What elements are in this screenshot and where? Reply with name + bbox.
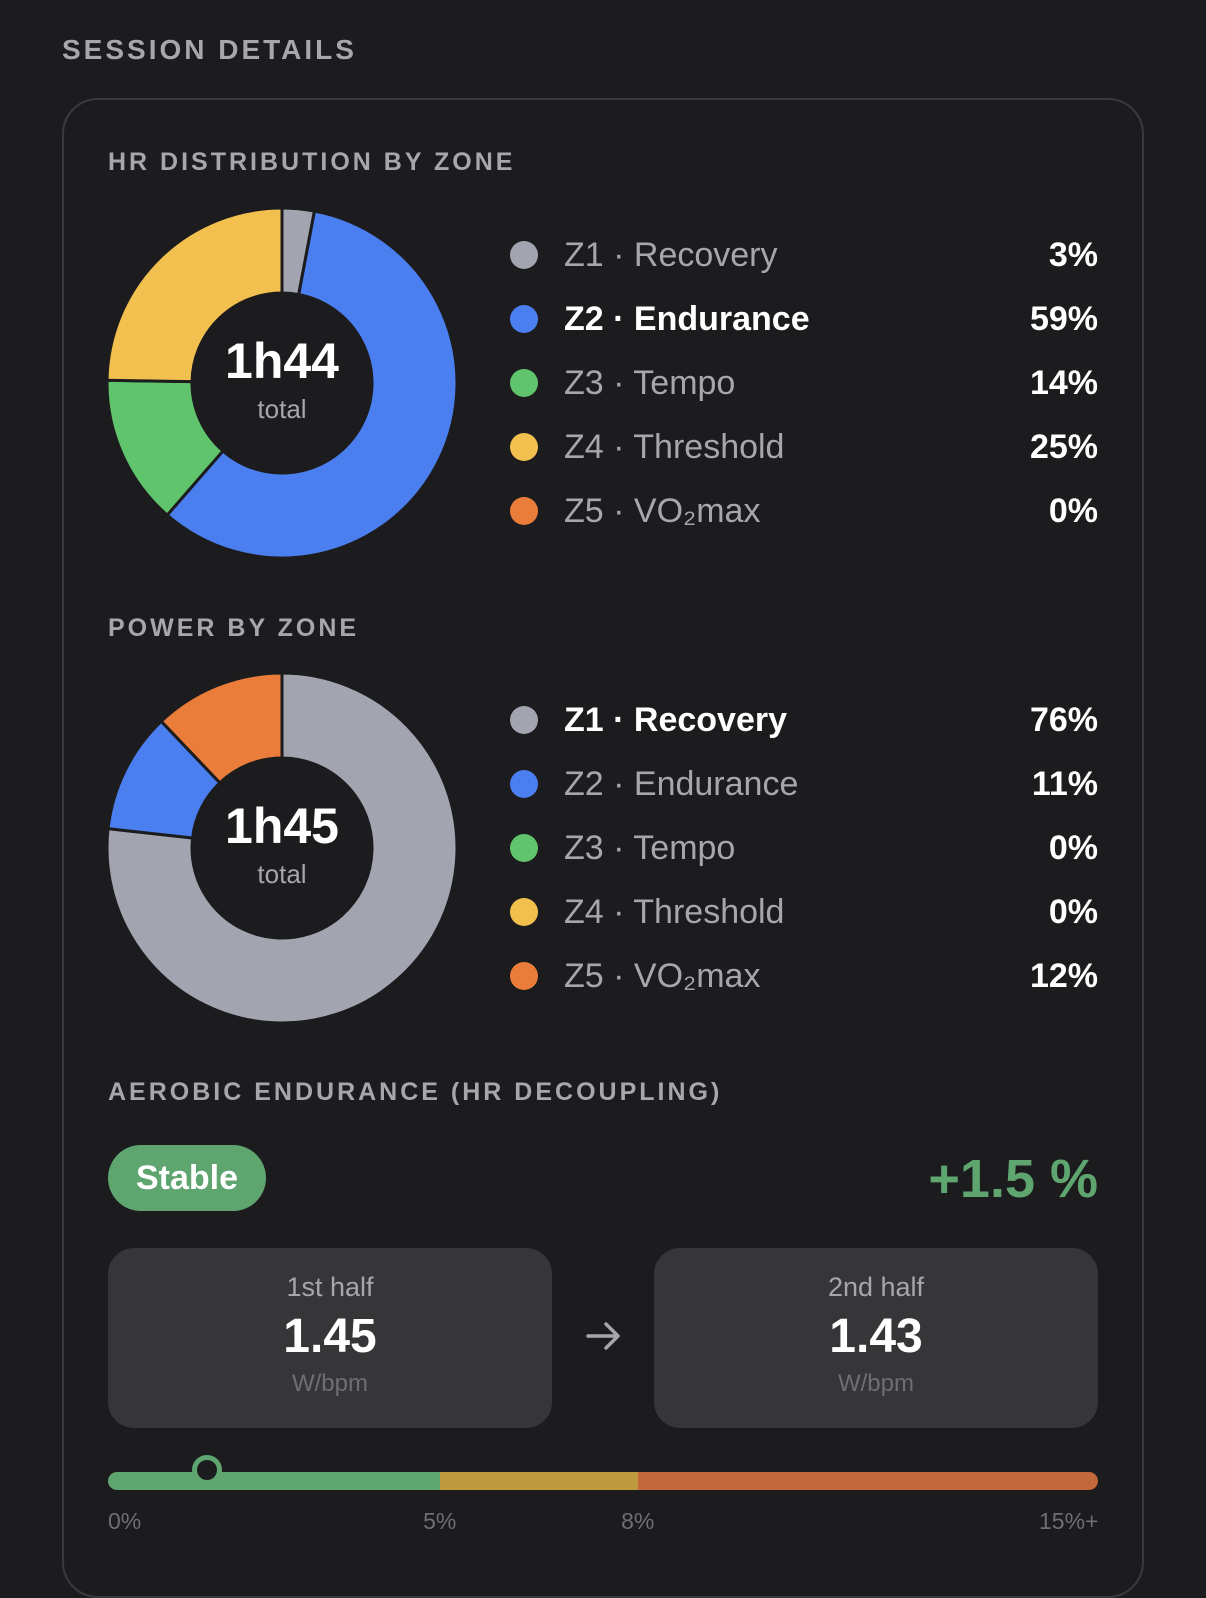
zone-color-dot [510,962,538,990]
zone-label: Z2 · Endurance [564,764,799,803]
zone-label: Z5 · VO₂max [564,491,761,530]
zone-color-dot [510,433,538,461]
second-half-value: 1.43 [829,1310,923,1363]
power-donut-slice-z1 [106,672,458,1024]
zone-label: Z5 · VO₂max [564,956,761,995]
hr-donut-hole [192,293,372,473]
power-distribution-title: POWER BY ZONE [108,614,360,642]
zone-percent: 0% [1048,491,1098,530]
first-half-value: 1.45 [283,1310,377,1363]
scale-tick-label: 15%+ [1039,1508,1099,1534]
power-legend-row-z2[interactable]: Z2 · Endurance 11% [508,752,1098,816]
zone-percent: 0% [1048,828,1098,867]
power-zone-donut-chart: 1h45 total [106,672,458,1024]
hr-total-time: 1h44 [225,332,339,389]
hr-legend-row-z5[interactable]: Z5 · VO₂max 0% [508,479,1098,543]
power-legend-row-z5[interactable]: Z5 · VO₂max 12% [508,944,1098,1008]
hr-donut-center: 1h44 total [106,207,458,559]
power-total-label: total [257,858,307,889]
scale-tick-label: 5% [423,1508,457,1534]
zone-percent: 76% [1029,700,1098,739]
hr-donut-svg [106,207,458,559]
aerobic-endurance-title: AEROBIC ENDURANCE (HR DECOUPLING) [108,1078,723,1106]
decoupling-scale-bar [108,1472,1098,1490]
zone-label: Z1 · Recovery [564,235,778,274]
section-title: SESSION DETAILS [62,34,357,65]
power-total-time: 1h45 [225,797,339,854]
zone-color-dot [510,770,538,798]
hr-legend-row-z3[interactable]: Z3 · Tempo 14% [508,351,1098,415]
decoupling-scale-marker [192,1455,223,1485]
zone-label: Z2 · Endurance [564,299,810,338]
zone-color-dot [510,305,538,333]
zone-percent: 3% [1048,235,1098,274]
hr-total-label: total [257,393,307,424]
zone-label: Z3 · Tempo [564,828,736,867]
status-badge: Stable [108,1145,267,1211]
scale-tick-label: 0% [108,1508,142,1534]
zone-label: Z3 · Tempo [564,363,736,402]
arrow-right-icon [586,1322,620,1350]
zone-label: Z4 · Threshold [564,427,785,466]
first-half-card: 1st half 1.45 W/bpm [108,1248,552,1428]
power-donut-svg [106,672,458,1024]
zone-percent: 12% [1029,956,1098,995]
hr-zone-legend: Z1 · Recovery 3% Z2 · Endurance 59% Z3 ·… [508,223,1098,543]
power-donut-hole [192,758,372,938]
hr-legend-row-z1[interactable]: Z1 · Recovery 3% [508,223,1098,287]
scale-segment [637,1472,1098,1490]
zone-color-dot [510,834,538,862]
decoupling-value: +1.5 % [928,1149,1098,1209]
second-half-label: 2nd half [827,1272,925,1302]
power-legend-row-z3[interactable]: Z3 · Tempo 0% [508,816,1098,880]
hr-zone-donut-chart: 1h44 total [106,207,458,559]
scale-tick-label: 8% [621,1508,655,1534]
power-donut-center: 1h45 total [106,672,458,1024]
second-half-unit: W/bpm [837,1370,914,1397]
zone-label: Z1 · Recovery [564,700,787,739]
scale-segment [108,1472,440,1490]
hr-legend-row-z4[interactable]: Z4 · Threshold 25% [508,415,1098,479]
power-zone-legend: Z1 · Recovery 76% Z2 · Endurance 11% Z3 … [508,688,1098,1008]
power-legend-row-z4[interactable]: Z4 · Threshold 0% [508,880,1098,944]
scale-segment [439,1472,638,1490]
zone-percent: 59% [1029,299,1098,338]
zone-color-dot [510,497,538,525]
hr-distribution-title: HR DISTRIBUTION BY ZONE [108,148,516,176]
zone-color-dot [510,369,538,397]
zone-color-dot [510,241,538,269]
zone-color-dot [510,706,538,734]
power-legend-row-z1[interactable]: Z1 · Recovery 76% [508,688,1098,752]
hr-legend-row-z2[interactable]: Z2 · Endurance 59% [508,287,1098,351]
zone-percent: 11% [1031,764,1098,803]
second-half-card: 2nd half 1.43 W/bpm [654,1248,1098,1428]
first-half-label: 1st half [286,1272,374,1302]
zone-percent: 25% [1029,427,1098,466]
zone-percent: 0% [1048,892,1098,931]
first-half-unit: W/bpm [291,1370,368,1397]
zone-color-dot [510,898,538,926]
zone-percent: 14% [1029,363,1098,402]
zone-label: Z4 · Threshold [564,892,785,931]
